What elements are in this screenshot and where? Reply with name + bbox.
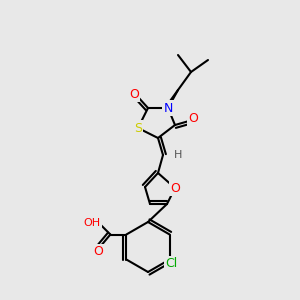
Text: O: O [188, 112, 198, 124]
Text: OH: OH [84, 218, 101, 227]
Text: O: O [170, 182, 180, 194]
Text: H: H [174, 150, 182, 160]
Text: O: O [93, 245, 103, 258]
Text: N: N [163, 101, 173, 115]
Text: Cl: Cl [166, 257, 178, 270]
Text: O: O [129, 88, 139, 100]
Text: S: S [134, 122, 142, 134]
